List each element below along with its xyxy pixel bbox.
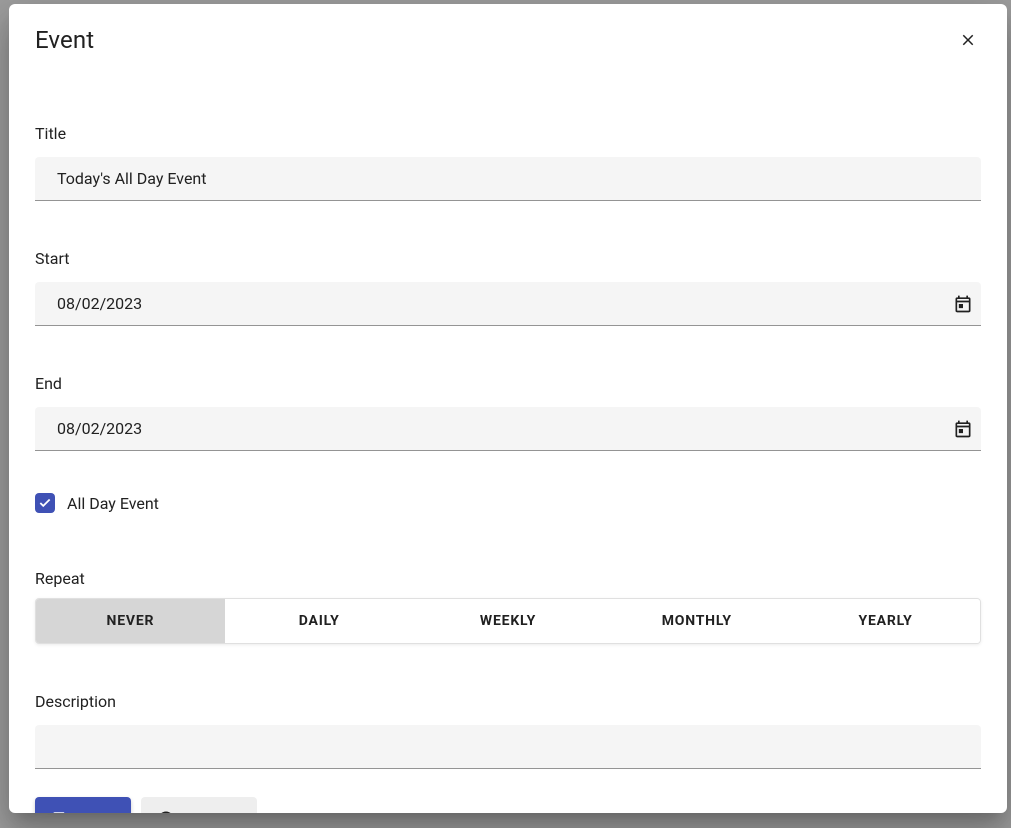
title-input[interactable] [35,157,981,200]
start-date-picker-button[interactable] [953,294,973,314]
save-button[interactable]: SAVE [35,797,131,813]
all-day-label: All Day Event [67,494,159,513]
cancel-button-label: CANCEL [183,811,241,813]
repeat-option-weekly[interactable]: WEEKLY [414,599,603,643]
repeat-label: Repeat [35,569,981,588]
calendar-icon [953,419,973,439]
start-label: Start [35,249,981,268]
start-input-wrap [35,282,981,326]
end-date-picker-button[interactable] [953,419,973,439]
dialog-body: Title Start End [9,64,1007,813]
cancel-button[interactable]: CANCEL [141,797,257,813]
check-icon [38,496,52,510]
repeat-option-yearly[interactable]: YEARLY [791,599,980,643]
dialog-actions: SAVE CANCEL [35,797,981,813]
dialog-title: Event [35,26,94,54]
end-label: End [35,374,981,393]
end-input[interactable] [35,407,981,450]
close-icon [959,31,977,49]
end-field: End [35,374,981,451]
all-day-checkbox[interactable] [35,493,55,513]
start-input[interactable] [35,282,981,325]
description-input[interactable] [35,725,981,768]
close-button[interactable] [955,27,981,53]
title-label: Title [35,124,981,143]
repeat-segmented: NEVER DAILY WEEKLY MONTHLY YEARLY [35,598,981,644]
repeat-option-daily[interactable]: DAILY [225,599,414,643]
event-dialog: Event Title Start [9,4,1007,813]
repeat-option-monthly[interactable]: MONTHLY [602,599,791,643]
save-button-label: SAVE [77,811,115,813]
description-input-wrap [35,725,981,769]
save-icon [51,810,69,813]
title-input-wrap [35,157,981,201]
cancel-icon [157,810,175,813]
description-field: Description [35,692,981,769]
title-field: Title [35,124,981,201]
calendar-icon [953,294,973,314]
description-label: Description [35,692,981,711]
start-field: Start [35,249,981,326]
repeat-option-never[interactable]: NEVER [36,599,225,643]
dialog-header: Event [9,4,1007,64]
all-day-row: All Day Event [35,493,981,513]
end-input-wrap [35,407,981,451]
